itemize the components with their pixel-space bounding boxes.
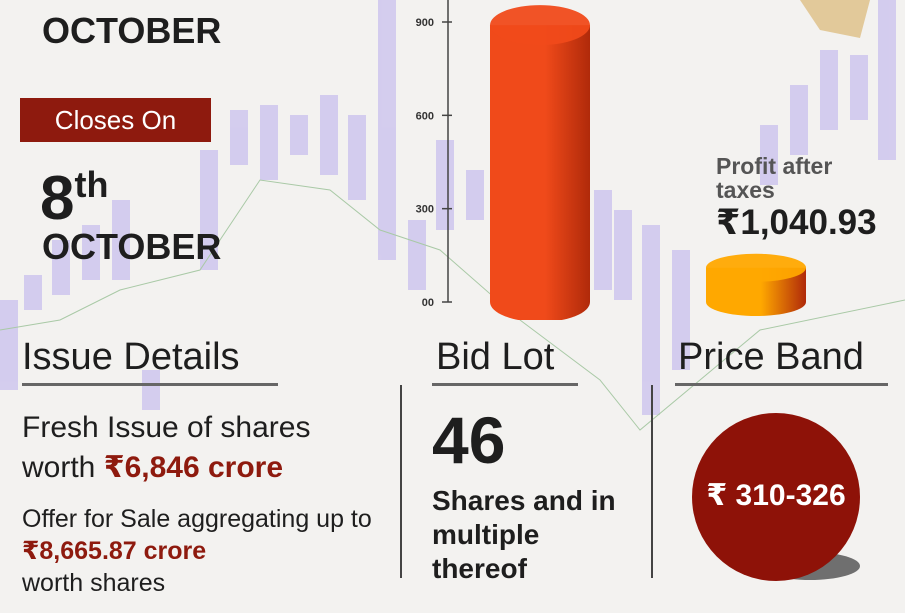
- closes-month: OCTOBER: [42, 226, 222, 267]
- bar-top: [490, 5, 590, 46]
- section-title: Bid Lot: [436, 336, 555, 378]
- divider: [651, 385, 653, 578]
- profit-label: Profit after taxes: [716, 153, 833, 203]
- y-tick-label: 600: [416, 110, 434, 122]
- profit-value: ₹1,040.93: [716, 203, 877, 242]
- day-suffix: th: [74, 164, 109, 205]
- decor-shape: [800, 0, 870, 38]
- y-tick-label: 900: [416, 17, 434, 29]
- underline: [22, 383, 278, 386]
- chart: 00 300 600 900: [416, 0, 806, 320]
- day: 8: [40, 164, 75, 233]
- amount: ₹6,846 crore: [103, 451, 284, 484]
- amount: ₹8,665.87 crore: [22, 537, 207, 565]
- text: worth shares: [22, 569, 166, 597]
- text: Fresh Issue of shares worth: [22, 411, 311, 484]
- closes-day: 8th: [40, 150, 108, 234]
- y-tick-label: 00: [422, 297, 434, 309]
- fresh-issue: Fresh Issue of shares worth ₹6,846 crore: [22, 408, 392, 488]
- underline: [432, 383, 578, 386]
- underline: [675, 383, 888, 386]
- closes-label: Closes On: [54, 105, 177, 135]
- text: Offer for Sale aggregating up to: [22, 505, 372, 533]
- price-circle: [692, 413, 860, 581]
- bid-lot-text: Shares and in multiple thereof: [432, 485, 616, 584]
- bid-lot-number: 46: [432, 403, 506, 477]
- y-tick-label: 300: [416, 204, 434, 216]
- section-title: Issue Details: [22, 336, 240, 378]
- bar: [490, 25, 590, 320]
- divider: [400, 385, 402, 578]
- bar-top: [706, 253, 806, 282]
- price-band-value: ₹ 310-326: [706, 479, 846, 512]
- section-title: Price Band: [678, 336, 864, 378]
- closes-badge: Closes On: [20, 98, 211, 142]
- offer-for-sale: Offer for Sale aggregating up to ₹8,665.…: [22, 503, 392, 599]
- opens-month: OCTOBER: [42, 10, 222, 51]
- candles: [0, 0, 896, 415]
